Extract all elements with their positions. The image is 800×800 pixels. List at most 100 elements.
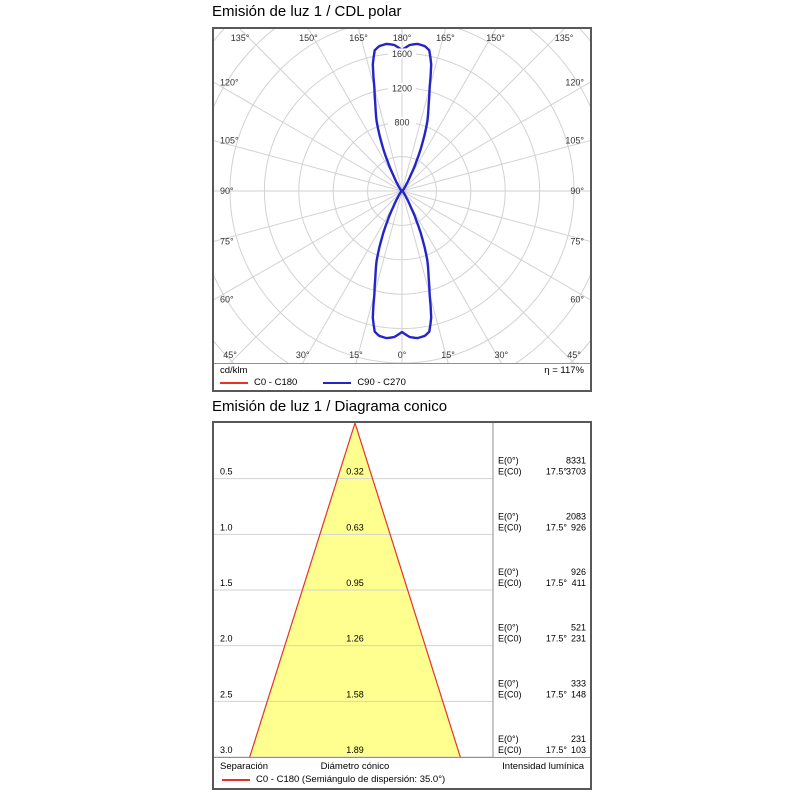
ec0-angle: 17.5°	[546, 745, 568, 755]
ec0-angle: 17.5°	[546, 578, 568, 588]
ring-label-halo	[388, 48, 416, 59]
ec0-value: 411	[572, 578, 586, 588]
polar-angle-label: 105°	[565, 136, 584, 146]
ec0-angle: 17.5°	[546, 522, 568, 532]
cone-edge-left	[249, 423, 356, 757]
polar-angle-label: 90°	[570, 186, 584, 196]
polar-angle-label: 105°	[220, 136, 239, 146]
e0-label: E(0°)	[498, 567, 519, 577]
separation-value: 3.0	[220, 745, 233, 755]
polar-ring-value: 1200	[392, 83, 412, 93]
e0-value: 926	[571, 567, 586, 577]
polar-angle-label: 45°	[223, 350, 237, 360]
cone-diameter-value: 1.26	[346, 634, 364, 644]
ec0-label: E(C0)	[498, 689, 522, 699]
polar-angle-label: 0°	[398, 350, 407, 360]
polar-efficiency-value: η = 117%	[544, 365, 584, 376]
polar-angle-label: 45°	[567, 350, 581, 360]
polar-angle-label: 30°	[296, 350, 310, 360]
e0-label: E(0°)	[498, 511, 519, 521]
polar-angle-label: 150°	[486, 33, 505, 43]
ec0-value: 231	[571, 634, 586, 644]
ec0-angle: 17.5°	[546, 689, 568, 699]
ec0-angle: 17.5°	[546, 467, 568, 477]
cone-legend: C0 - C180 (Semiángulo de dispersión: 35.…	[222, 774, 445, 785]
polar-chart-frame: 0° 15° 15° 30° 30° 45° 45° 60° 60° 75° 75° 90° 90° 10…	[212, 27, 592, 392]
polar-angle-label: 15°	[349, 350, 363, 360]
cone-chart-frame: 0.5 0.32 E(0°) 8331 E(C0) 17.5° 3703 1.0 0.63 E(0…	[212, 421, 592, 790]
polar-legend-strip: cd/klm η = 117% C0 - C180 C90 - C270	[214, 363, 590, 389]
e0-value: 521	[571, 623, 586, 633]
e0-label: E(0°)	[498, 623, 519, 633]
ec0-label: E(C0)	[498, 522, 522, 532]
cone-diameter-value: 0.63	[346, 522, 364, 532]
separation-value: 1.0	[220, 522, 233, 532]
separation-value: 0.5	[220, 467, 233, 477]
cone-diameter-value: 0.32	[346, 467, 364, 477]
polar-angle-label: 15°	[441, 350, 455, 360]
polar-angle-label: 120°	[220, 77, 239, 87]
polar-grid	[214, 29, 590, 363]
cone-diameter-value: 1.58	[346, 689, 364, 699]
cone-diameter-value: 0.95	[346, 578, 364, 588]
cone-chart-title: Emisión de luz 1 / Diagrama conico	[212, 398, 448, 415]
separation-value: 2.5	[220, 689, 233, 699]
ec0-value: 926	[571, 522, 586, 532]
e0-value: 231	[571, 734, 586, 744]
ec0-label: E(C0)	[498, 467, 522, 477]
ec0-label: E(C0)	[498, 745, 522, 755]
polar-units-label: cd/klm	[220, 365, 248, 376]
polar-legend-item: C0 - C180	[220, 378, 297, 388]
ring-label-halo	[388, 82, 416, 93]
legend-label-0: C0 - C180	[254, 377, 298, 388]
polar-cdl-diagram: 0° 15° 15° 30° 30° 45° 45° 60° 60° 75° 75° 90° 90° 10…	[214, 29, 590, 363]
ec0-label: E(C0)	[498, 634, 522, 644]
separation-value: 2.0	[220, 634, 233, 644]
polar-angle-label: 75°	[570, 236, 584, 246]
polar-angle-label: 135°	[231, 33, 250, 43]
polar-angle-label: 60°	[220, 295, 234, 305]
polar-angle-label: 150°	[299, 33, 318, 43]
polar-legend-items: C0 - C180 C90 - C270	[214, 376, 590, 388]
polar-ring-value: 800	[394, 118, 409, 128]
polar-angle-label: 75°	[220, 236, 234, 246]
legend-label-1: C90 - C270	[357, 377, 406, 388]
polar-angle-label: 165°	[349, 33, 368, 43]
ec0-value: 3703	[566, 467, 586, 477]
e0-value: 2083	[566, 511, 586, 521]
ring-grid-circle	[229, 29, 575, 363]
cone-edge-right	[354, 423, 461, 757]
e0-label: E(0°)	[498, 456, 519, 466]
cone-diameter-value: 1.89	[346, 745, 364, 755]
e0-label: E(0°)	[498, 734, 519, 744]
separation-value: 1.5	[220, 578, 233, 588]
ec0-value: 148	[571, 689, 586, 699]
cone-footer: Separación Diámetro cónico Intensidad lu…	[214, 757, 590, 788]
e0-value: 333	[571, 678, 586, 688]
legend-swatch-0	[220, 382, 248, 384]
polar-chart-title: Emisión de luz 1 / CDL polar	[212, 3, 402, 20]
e0-label: E(0°)	[498, 678, 519, 688]
polar-legend-item: C90 - C270	[323, 378, 406, 388]
legend-swatch-1	[323, 382, 352, 384]
cone-column-intensity: Intensidad lumínica	[502, 761, 584, 772]
polar-ring-value: 1600	[392, 49, 412, 59]
ec0-label: E(C0)	[498, 578, 522, 588]
polar-angle-label: 90°	[220, 186, 234, 196]
ec0-angle: 17.5°	[546, 634, 568, 644]
polar-angle-label: 60°	[570, 295, 584, 305]
polar-angle-label: 180°	[393, 33, 412, 43]
polar-angle-label: 30°	[494, 350, 508, 360]
polar-angle-label: 135°	[555, 33, 574, 43]
e0-value: 8331	[566, 456, 586, 466]
cone-column-diameter: Diámetro cónico	[320, 761, 390, 772]
ring-label-halo	[388, 117, 416, 128]
polar-angle-label: 120°	[565, 77, 584, 87]
ring-grid-circle	[367, 156, 437, 226]
cone-legend-label: C0 - C180 (Semiángulo de dispersión: 35.…	[256, 774, 446, 785]
cone-column-separation: Separación	[220, 761, 269, 772]
ec0-value: 103	[571, 745, 586, 755]
cone-legend-swatch	[222, 778, 250, 781]
